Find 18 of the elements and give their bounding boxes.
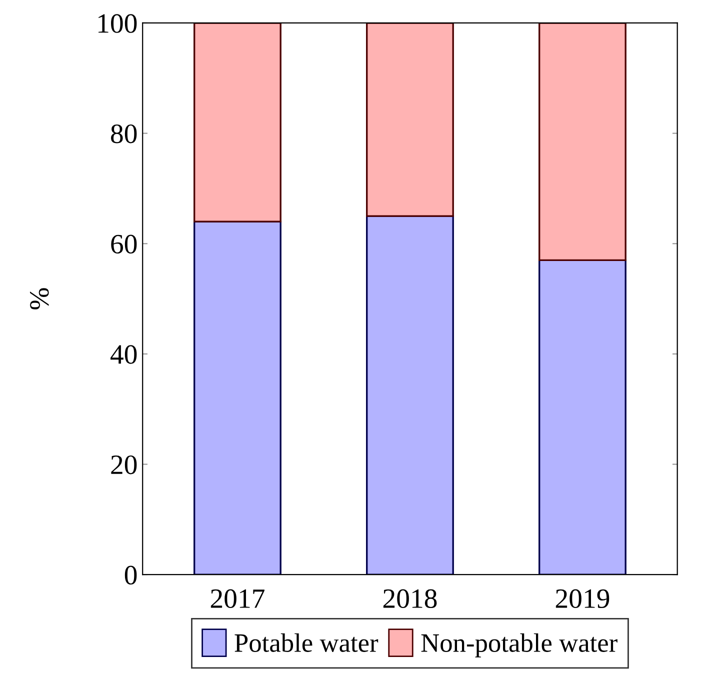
- bar: [538, 22, 626, 262]
- x-tick-label: 2018: [383, 589, 437, 608]
- bar: [538, 259, 626, 575]
- bar: [194, 220, 282, 575]
- y-tick-label: 20: [111, 455, 137, 474]
- y-tick-label: 0: [124, 566, 137, 585]
- bar: [366, 215, 454, 575]
- bar: [194, 22, 282, 222]
- y-tick-label: 100: [98, 14, 137, 33]
- bar: [366, 22, 454, 217]
- x-tick-label: 2017: [210, 589, 264, 608]
- legend-label: Potable water: [234, 633, 378, 652]
- y-tick-label: 60: [111, 234, 137, 254]
- x-tick-label: 2019: [556, 589, 610, 608]
- legend-label: Non-potable water: [421, 633, 618, 658]
- y-tick-label: 40: [110, 345, 137, 364]
- y-axis-title: %: [30, 288, 49, 310]
- y-tick-label: 80: [111, 124, 137, 144]
